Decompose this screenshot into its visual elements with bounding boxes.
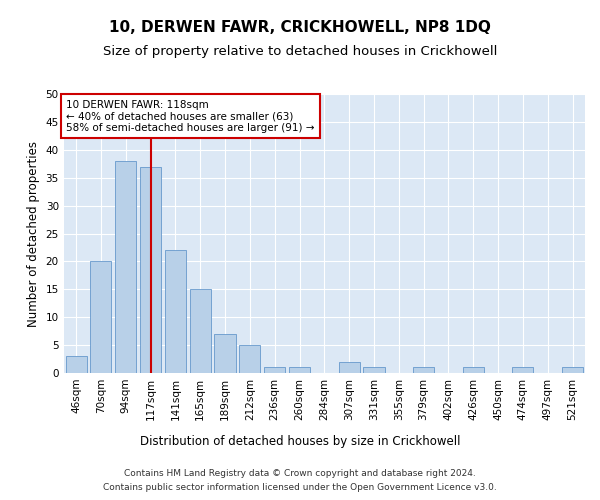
Bar: [264, 368, 285, 373]
Bar: [91, 262, 112, 373]
Text: Size of property relative to detached houses in Crickhowell: Size of property relative to detached ho…: [103, 45, 497, 58]
Bar: [562, 368, 583, 373]
Bar: [289, 368, 310, 373]
Bar: [165, 250, 186, 373]
Bar: [65, 356, 86, 373]
Text: Contains public sector information licensed under the Open Government Licence v3: Contains public sector information licen…: [103, 484, 497, 492]
Bar: [239, 345, 260, 373]
Bar: [338, 362, 360, 373]
Text: Distribution of detached houses by size in Crickhowell: Distribution of detached houses by size …: [140, 435, 460, 448]
Bar: [413, 368, 434, 373]
Bar: [463, 368, 484, 373]
Bar: [364, 368, 385, 373]
Bar: [214, 334, 236, 373]
Y-axis label: Number of detached properties: Number of detached properties: [27, 140, 40, 326]
Bar: [190, 290, 211, 373]
Text: 10 DERWEN FAWR: 118sqm
← 40% of detached houses are smaller (63)
58% of semi-det: 10 DERWEN FAWR: 118sqm ← 40% of detached…: [66, 100, 315, 133]
Text: Contains HM Land Registry data © Crown copyright and database right 2024.: Contains HM Land Registry data © Crown c…: [124, 468, 476, 477]
Text: 10, DERWEN FAWR, CRICKHOWELL, NP8 1DQ: 10, DERWEN FAWR, CRICKHOWELL, NP8 1DQ: [109, 20, 491, 35]
Bar: [140, 166, 161, 373]
Bar: [512, 368, 533, 373]
Bar: [115, 161, 136, 373]
